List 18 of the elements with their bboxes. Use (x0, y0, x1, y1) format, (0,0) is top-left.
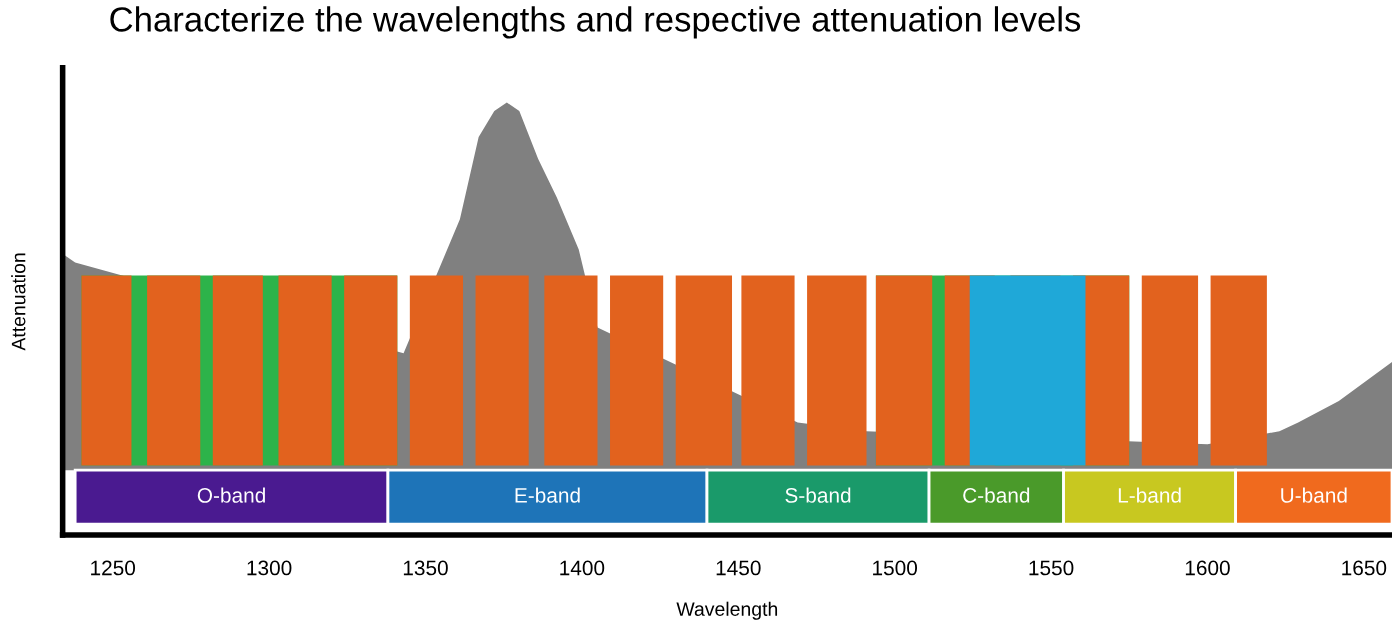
x-tick-label: 1550 (1029, 560, 1074, 576)
band-label: U-band (1281, 487, 1347, 503)
x-tick-label: 1600 (1185, 560, 1230, 576)
x-tick-label: 1650 (1342, 560, 1387, 576)
band-label: L-band (1118, 487, 1181, 503)
band-label: O-band (197, 487, 265, 503)
x-tick-label: 1250 (91, 560, 136, 576)
band-label: C-band (963, 487, 1030, 503)
band-label: S-band (785, 487, 851, 503)
x-axis-title: Wavelength (676, 601, 778, 620)
x-tick-label: 1400 (560, 560, 605, 576)
x-tick-label: 1300 (247, 560, 292, 576)
band-label: E-band (515, 487, 580, 503)
x-tick-label: 1350 (403, 560, 448, 576)
x-tick-label: 1450 (716, 560, 761, 576)
chart-title: Characterize the wavelengths and respective attenuation levels (110, 6, 1081, 39)
y-axis-title: Attenuation (11, 253, 26, 351)
x-tick-label: 1500 (873, 560, 918, 576)
